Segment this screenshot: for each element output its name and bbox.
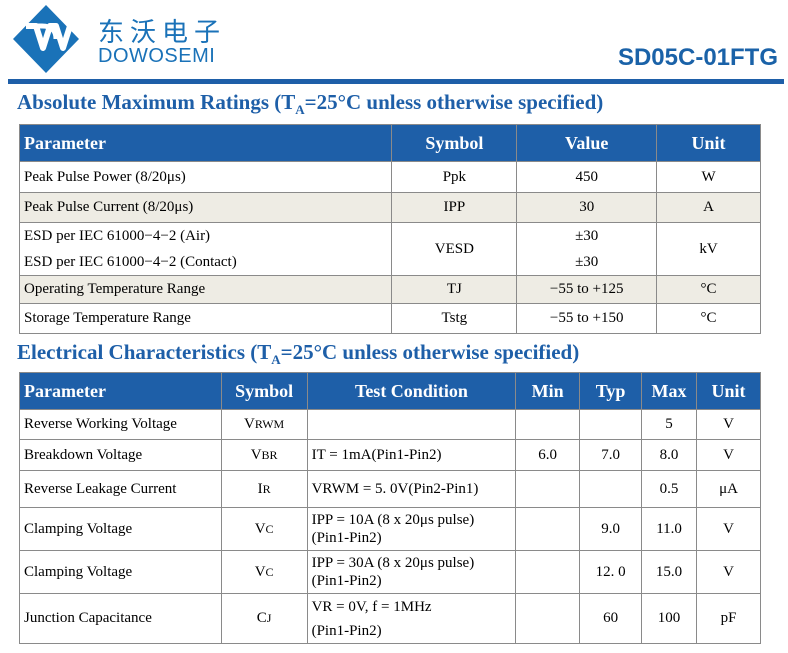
symbol-cell: Tstg	[391, 303, 518, 334]
param-cell: Clamping Voltage	[19, 507, 222, 551]
unit-cell: V	[696, 439, 761, 471]
max-cell: 11.0	[641, 507, 698, 551]
unit-cell: V	[696, 409, 761, 440]
typ-cell: 7.0	[579, 439, 643, 471]
param-cell: Reverse Leakage Current	[19, 470, 222, 508]
col-header-value: Value	[516, 124, 658, 162]
unit-cell: °C	[656, 275, 761, 304]
symbol-cell: VESD	[391, 222, 518, 276]
abs-max-table: Parameter Symbol Value Unit Peak Pulse P…	[18, 124, 761, 334]
unit-cell: kV	[656, 222, 761, 276]
col-header-test-condition: Test Condition	[306, 372, 517, 410]
unit-cell: μA	[696, 470, 761, 508]
min-cell	[515, 470, 581, 508]
condition-cell: IPP = 10A (8 x 20μs pulse) (Pin1-Pin2)	[306, 507, 517, 551]
param-cell: Clamping Voltage	[19, 550, 222, 594]
param-cell: Storage Temperature Range	[18, 303, 393, 334]
param-cell: Reverse Working Voltage	[19, 409, 222, 440]
max-cell: 15.0	[641, 550, 698, 594]
elec-title: Electrical Characteristics (TA=25°C unle…	[17, 340, 580, 368]
header-divider	[8, 79, 784, 84]
value-cell: 450	[516, 161, 658, 193]
symbol-cell: VC	[220, 507, 308, 551]
unit-cell: V	[696, 507, 761, 551]
symbol-cell: VBR	[220, 439, 308, 471]
max-cell: 100	[641, 593, 698, 644]
param-cell: Peak Pulse Current (8/20μs)	[18, 192, 393, 223]
value-cell: −55 to +125	[516, 275, 658, 304]
brand-name-cn: 东沃电子	[98, 18, 227, 48]
condition-cell: VRWM = 5. 0V(Pin2-Pin1)	[306, 470, 517, 508]
symbol-cell: TJ	[391, 275, 518, 304]
min-cell	[515, 550, 581, 594]
symbol-cell: IR	[220, 470, 308, 508]
unit-cell: V	[696, 550, 761, 594]
table-row: Operating Temperature Range TJ −55 to +1…	[18, 275, 761, 304]
unit-cell: °C	[656, 303, 761, 334]
table-row: Reverse Working Voltage VRWM 5 V	[19, 409, 761, 440]
param-cell: Junction Capacitance	[19, 593, 222, 644]
symbol-cell: VRWM	[220, 409, 308, 440]
typ-cell	[579, 409, 643, 440]
param-cell: ESD per IEC 61000−4−2 (Air) ESD per IEC …	[18, 222, 393, 276]
abs-max-title: Absolute Maximum Ratings (TA=25°C unless…	[17, 90, 604, 118]
col-header-parameter: Parameter	[19, 372, 222, 410]
col-header-symbol: Symbol	[391, 124, 518, 162]
typ-cell	[579, 470, 643, 508]
brand-name-en: DOWOSEMI	[98, 45, 216, 67]
min-cell	[515, 409, 581, 440]
table-row: Peak Pulse Current (8/20μs) IPP 30 A	[18, 192, 761, 223]
table-row: Reverse Leakage Current IR VRWM = 5. 0V(…	[19, 470, 761, 508]
param-cell: Breakdown Voltage	[19, 439, 222, 471]
condition-cell: VR = 0V, f = 1MHz (Pin1-Pin2)	[306, 593, 517, 644]
unit-cell: A	[656, 192, 761, 223]
param-cell: Operating Temperature Range	[18, 275, 393, 304]
condition-cell: IT = 1mA(Pin1-Pin2)	[306, 439, 517, 471]
symbol-cell: CJ	[220, 593, 308, 644]
dowosemi-logo	[13, 5, 79, 73]
table-row: Clamping Voltage VC IPP = 30A (8 x 20μs …	[19, 550, 761, 594]
param-cell: Peak Pulse Power (8/20μs)	[18, 161, 393, 193]
elec-table: Parameter Symbol Test Condition Min Typ …	[19, 372, 761, 644]
col-header-unit: Unit	[696, 372, 761, 410]
col-header-symbol: Symbol	[220, 372, 308, 410]
table-row: Breakdown Voltage VBR IT = 1mA(Pin1-Pin2…	[19, 439, 761, 471]
unit-cell: pF	[696, 593, 761, 644]
typ-cell: 60	[579, 593, 643, 644]
max-cell: 5	[641, 409, 698, 440]
condition-cell: IPP = 30A (8 x 20μs pulse) (Pin1-Pin2)	[306, 550, 517, 594]
min-cell: 6.0	[515, 439, 581, 471]
table-row: Junction Capacitance CJ VR = 0V, f = 1MH…	[19, 593, 761, 644]
max-cell: 8.0	[641, 439, 698, 471]
col-header-min: Min	[515, 372, 581, 410]
symbol-cell: IPP	[391, 192, 518, 223]
col-header-parameter: Parameter	[18, 124, 393, 162]
unit-cell: W	[656, 161, 761, 193]
part-number: SD05C-01FTG	[617, 44, 778, 71]
symbol-cell: VC	[220, 550, 308, 594]
col-header-typ: Typ	[579, 372, 643, 410]
table-row: Clamping Voltage VC IPP = 10A (8 x 20μs …	[19, 507, 761, 551]
value-cell: 30	[516, 192, 658, 223]
table-row: Storage Temperature Range Tstg −55 to +1…	[18, 303, 761, 334]
typ-cell: 12. 0	[579, 550, 643, 594]
min-cell	[515, 507, 581, 551]
col-header-unit: Unit	[656, 124, 761, 162]
typ-cell: 9.0	[579, 507, 643, 551]
symbol-cell: Ppk	[391, 161, 518, 193]
col-header-max: Max	[641, 372, 698, 410]
condition-cell	[306, 409, 517, 440]
max-cell: 0.5	[641, 470, 698, 508]
value-cell: −55 to +150	[516, 303, 658, 334]
table-row: Peak Pulse Power (8/20μs) Ppk 450 W	[18, 161, 761, 193]
value-cell: ±30 ±30	[516, 222, 658, 276]
min-cell	[515, 593, 581, 644]
table-row: ESD per IEC 61000−4−2 (Air) ESD per IEC …	[18, 222, 761, 276]
